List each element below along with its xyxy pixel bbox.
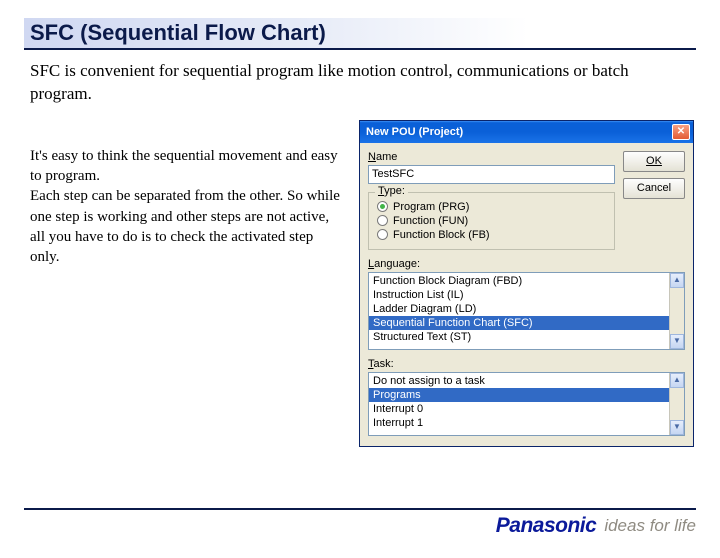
scrollbar[interactable]: ▲ ▼ — [669, 273, 684, 349]
list-item[interactable]: Interrupt 1 — [369, 416, 669, 430]
language-label: Language: — [368, 258, 685, 270]
type-option-label: Function (FUN) — [393, 215, 468, 227]
name-label: Name — [368, 151, 615, 163]
brand-tagline: ideas for life — [604, 516, 696, 536]
task-label: Task: — [368, 358, 685, 370]
language-listbox[interactable]: Function Block Diagram (FBD)Instruction … — [368, 272, 685, 350]
dialog-titlebar: New POU (Project) ✕ — [360, 121, 693, 143]
footer: Panasonic ideas for life — [24, 508, 696, 538]
list-item[interactable]: Programs — [369, 388, 669, 402]
task-listbox[interactable]: Do not assign to a taskProgramsInterrupt… — [368, 372, 685, 436]
name-input[interactable] — [368, 165, 615, 184]
list-item[interactable]: Interrupt 0 — [369, 402, 669, 416]
type-option-label: Program (PRG) — [393, 201, 469, 213]
scroll-up-icon[interactable]: ▲ — [670, 373, 684, 388]
list-item[interactable]: Function Block Diagram (FBD) — [369, 274, 669, 288]
scroll-down-icon[interactable]: ▼ — [670, 420, 684, 435]
new-pou-dialog: New POU (Project) ✕ Name Type: Program (… — [359, 120, 694, 447]
list-item[interactable]: Structured Text (ST) — [369, 330, 669, 344]
radio-icon[interactable] — [377, 215, 388, 226]
type-label: Type: — [375, 185, 408, 197]
list-item[interactable]: Do not assign to a task — [369, 374, 669, 388]
list-item[interactable]: Ladder Diagram (LD) — [369, 302, 669, 316]
type-option-label: Function Block (FB) — [393, 229, 490, 241]
ok-button[interactable]: OK — [623, 151, 685, 172]
cancel-button[interactable]: Cancel — [623, 178, 685, 199]
slide-title: SFC (Sequential Flow Chart) — [24, 18, 696, 50]
type-fieldset: Type: Program (PRG)Function (FUN)Functio… — [368, 192, 615, 250]
list-item[interactable]: Instruction List (IL) — [369, 288, 669, 302]
list-item[interactable]: Sequential Function Chart (SFC) — [369, 316, 669, 330]
radio-icon[interactable] — [377, 229, 388, 240]
radio-icon[interactable] — [377, 201, 388, 212]
scroll-down-icon[interactable]: ▼ — [670, 334, 684, 349]
scroll-up-icon[interactable]: ▲ — [670, 273, 684, 288]
scrollbar[interactable]: ▲ ▼ — [669, 373, 684, 435]
close-icon[interactable]: ✕ — [672, 124, 690, 140]
type-option[interactable]: Program (PRG) — [377, 201, 606, 213]
brand-logo: Panasonic — [496, 514, 597, 538]
type-option[interactable]: Function Block (FB) — [377, 229, 606, 241]
body-text: It's easy to think the sequential moveme… — [30, 120, 345, 447]
intro-text: SFC is convenient for sequential program… — [30, 60, 690, 106]
dialog-title: New POU (Project) — [366, 126, 463, 138]
type-option[interactable]: Function (FUN) — [377, 215, 606, 227]
